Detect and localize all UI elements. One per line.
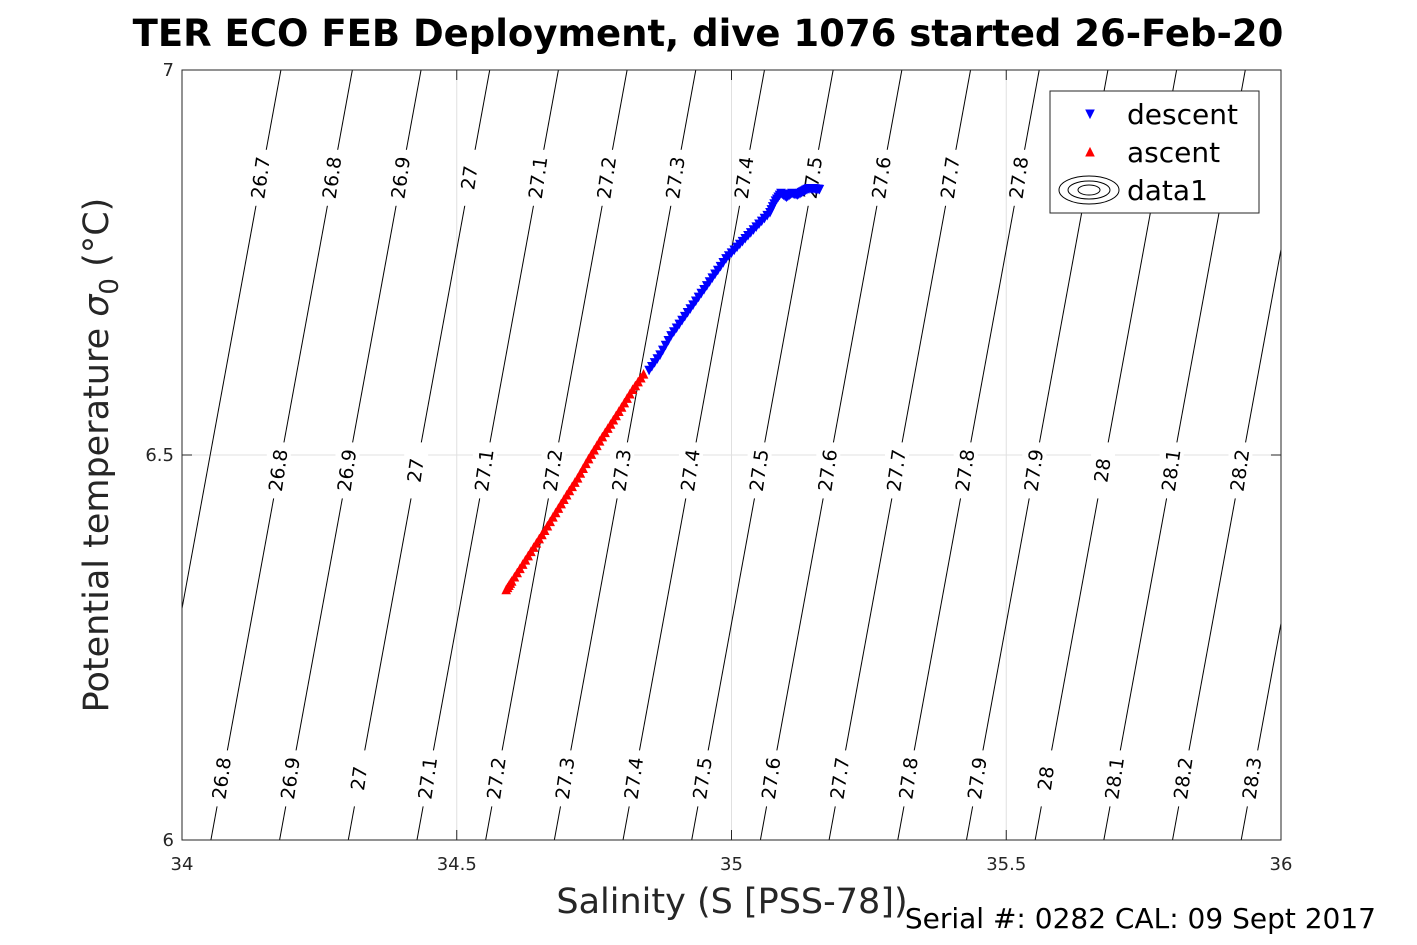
serial-cal-footer: Serial #: 0282 CAL: 09 Sept 2017	[905, 902, 1376, 935]
contour-label-bg	[404, 442, 429, 499]
contour-label-bg	[595, 149, 620, 206]
axis-ticks: 34 34.5 35 35.5 36 6 6.5 7	[145, 60, 1292, 875]
y-axis-label-sigma: σ	[77, 293, 117, 317]
contour-label-27: 27	[347, 765, 372, 792]
contour-label-28: 28	[1034, 765, 1059, 792]
x-tick-label: 34.5	[437, 854, 477, 875]
contour-label-bg	[732, 149, 757, 206]
contour-label-bg	[249, 149, 274, 206]
y-axis-label-subscript: 0	[95, 278, 125, 295]
y-tick-label: 6.5	[145, 445, 174, 466]
contour-label-bg	[1022, 442, 1047, 499]
contour-label-bg	[663, 149, 688, 206]
contour-label-bg	[526, 149, 551, 206]
contour-label-bg	[1034, 750, 1059, 807]
contour-label-28: 28	[1090, 457, 1115, 484]
contour-label-bg	[416, 750, 441, 807]
x-tick-label: 35	[720, 854, 743, 875]
contour-label-bg	[747, 442, 772, 499]
contour-label-bg	[759, 750, 784, 807]
contour-label-bg	[1091, 442, 1116, 499]
contour-label-bg	[1159, 442, 1184, 499]
legend-label-descent: descent	[1127, 98, 1238, 131]
contour-label-bg	[870, 149, 895, 206]
contour-label-bg	[801, 149, 826, 206]
descent-point	[814, 184, 825, 195]
y-axis-label-main: Potential temperature	[77, 317, 117, 713]
contour-label-27: 27	[404, 457, 429, 484]
contour-label-bg	[347, 750, 372, 807]
isopycnal-28.3	[1240, 620, 1281, 840]
contour-label-bg	[678, 442, 703, 499]
contour-label-bg	[210, 750, 235, 807]
contour-label-bg	[1240, 750, 1265, 807]
contour-label-bg	[691, 750, 716, 807]
contour-label-bg	[610, 442, 635, 499]
contour-label-bg	[484, 750, 509, 807]
legend: descent ascent data1	[1049, 90, 1260, 214]
x-tick-label: 35.5	[986, 854, 1026, 875]
contour-label-bg	[828, 750, 853, 807]
contour-label-bg	[1103, 750, 1128, 807]
x-tick-label: 36	[1270, 854, 1293, 875]
y-tick-label: 7	[163, 60, 174, 81]
x-tick-label: 34	[171, 854, 194, 875]
contour-label-bg	[266, 442, 291, 499]
contour-label-bg	[320, 149, 345, 206]
y-tick-label: 6	[163, 830, 174, 851]
legend-contour-icon	[1077, 184, 1101, 196]
legend-label-ascent: ascent	[1127, 136, 1220, 169]
contour-label-bg	[938, 149, 963, 206]
legend-marker-descent	[1085, 109, 1095, 120]
contour-label-bg	[897, 750, 922, 807]
contour-label-bg	[278, 750, 303, 807]
legend-label-data1: data1	[1127, 174, 1208, 207]
contour-label-bg	[1228, 442, 1253, 499]
chart-title: TER ECO FEB Deployment, dive 1076 starte…	[133, 12, 1284, 55]
contour-label-bg	[622, 750, 647, 807]
contour-label-bg	[953, 442, 978, 499]
ascent-point	[501, 584, 512, 595]
y-axis-label: Potential temperature σ0 (°C)	[77, 198, 125, 713]
legend-contour-icon	[1067, 180, 1111, 200]
contour-label-bg	[816, 442, 841, 499]
contour-label-bg	[472, 442, 497, 499]
contour-label-bg	[884, 442, 909, 499]
x-axis-label: Salinity (S [PSS-78])	[556, 882, 907, 922]
contour-label-27: 27	[457, 164, 482, 191]
contour-label-bg	[1007, 149, 1032, 206]
legend-contour-icon	[1058, 175, 1120, 205]
contour-label-bg	[389, 149, 414, 206]
contour-label-bg	[457, 149, 482, 206]
contour-label-bg	[965, 750, 990, 807]
contour-label-bg	[553, 750, 578, 807]
data-series	[501, 184, 825, 595]
legend-box	[1049, 90, 1260, 214]
contour-label-bg	[1171, 750, 1196, 807]
y-axis-label-unit: (°C)	[77, 198, 117, 278]
contour-labels: 26.7 26.8 26.9 27 27.1 27.2 27.3 27.4 27.5 27.6 27…	[208, 149, 1266, 807]
contour-label-bg	[335, 442, 360, 499]
legend-marker-ascent	[1085, 146, 1095, 157]
contour-label-bg	[541, 442, 566, 499]
